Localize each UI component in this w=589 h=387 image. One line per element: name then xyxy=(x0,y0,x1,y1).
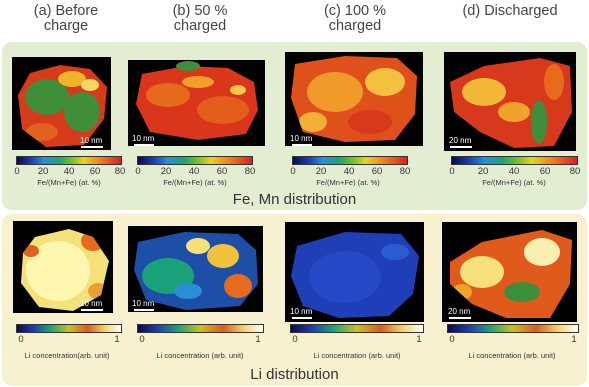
colorbar-tick: 60 xyxy=(89,166,101,177)
fe-mn-colorbar-ticks: 0 20 40 60 80 xyxy=(290,166,410,177)
column-header-line1: (c) 100 % xyxy=(323,3,387,19)
fe-mn-map-50-charged xyxy=(128,60,265,146)
li-colorbar xyxy=(447,324,579,333)
scale-bar-label: 20 nm xyxy=(449,136,472,145)
column-header-50-charged: (b) 50 % charged xyxy=(130,4,270,34)
scale-bar xyxy=(81,146,103,148)
scale-bar-label: 10 nm xyxy=(132,134,155,143)
column-header-discharged: (d) Discharged xyxy=(440,4,580,19)
fe-mn-colorbar-title: Fe/(Mn+Fe) (at. %) xyxy=(37,178,101,187)
scale-bar-label: 20 nm xyxy=(448,307,471,316)
fe-mn-map-100-charged xyxy=(285,52,423,146)
scale-bar xyxy=(292,144,312,146)
colorbar-tick: 0 xyxy=(290,166,296,177)
scale-bar xyxy=(134,144,154,146)
scale-bar-label: 10 nm xyxy=(80,299,103,308)
column-header-line1: (a) Before xyxy=(33,3,99,19)
li-colorbar-ticks: 0 1 xyxy=(291,334,423,345)
column-header-line2: charge xyxy=(43,18,89,34)
scale-bar-label: 10 nm xyxy=(132,299,155,308)
colorbar-tick: 40 xyxy=(188,166,200,177)
scale-bar-label: 10 nm xyxy=(290,134,313,143)
fe-mn-map-image xyxy=(18,65,107,147)
fe-mn-map-image xyxy=(291,56,417,142)
column-header-100-charged: (c) 100 % charged xyxy=(285,4,425,34)
fe-mn-colorbar-ticks: 0 20 40 60 80 xyxy=(14,166,125,177)
column-header-line2: charged xyxy=(173,18,227,34)
li-map-image xyxy=(450,230,572,318)
li-map-100-charged xyxy=(285,222,424,322)
colorbar-tick: 20 xyxy=(160,166,172,177)
li-colorbar-ticks: 0 1 xyxy=(17,334,121,345)
column-header-before-charge: (a) Before charge xyxy=(0,4,136,34)
fe-mn-colorbar-ticks: 0 20 40 60 80 xyxy=(135,166,255,177)
li-section-label: Li distribution xyxy=(250,366,339,383)
colorbar-tick: 60 xyxy=(216,166,228,177)
li-map-image xyxy=(291,232,419,318)
column-header-line1: (b) 50 % xyxy=(172,3,228,19)
fe-mn-colorbar-title: Fe/(Mn+Fe) (at. %) xyxy=(482,178,546,187)
scale-bar xyxy=(449,317,471,319)
li-colorbar xyxy=(16,324,122,333)
colorbar-tick: 80 xyxy=(399,166,411,177)
li-colorbar-title: Li concentration (arb. unit) xyxy=(468,351,556,360)
colorbar-tick: 0 xyxy=(14,166,20,177)
li-map-image xyxy=(134,232,258,310)
li-map-50-charged xyxy=(128,226,263,312)
fe-mn-section-label: Fe, Mn distribution xyxy=(232,191,357,208)
colorbar-tick: 0 xyxy=(139,334,145,345)
fe-mn-map-image xyxy=(136,61,258,140)
fe-mn-colorbar-title: Fe/(Mn+Fe) (at. %) xyxy=(163,178,227,187)
scale-bar xyxy=(450,146,472,148)
scale-bar xyxy=(81,309,103,311)
colorbar-tick: 1 xyxy=(114,334,120,345)
colorbar-tick: 20 xyxy=(37,166,49,177)
colorbar-tick: 40 xyxy=(508,166,520,177)
fe-mn-map-image xyxy=(450,58,572,148)
colorbar-tick: 40 xyxy=(63,166,75,177)
li-colorbar-title: Li concentration (arb. unit) xyxy=(313,351,401,360)
colorbar-tick: 60 xyxy=(539,166,551,177)
fe-mn-colorbar xyxy=(137,156,253,165)
colorbar-tick: 20 xyxy=(477,166,489,177)
scale-bar-label: 10 nm xyxy=(290,307,313,316)
colorbar-tick: 0 xyxy=(18,334,24,345)
colorbar-tick: 1 xyxy=(571,334,577,345)
colorbar-tick: 80 xyxy=(114,166,126,177)
li-map-before-charge xyxy=(13,221,113,313)
li-colorbar-title: Li concentration (arb. unit) xyxy=(156,351,244,360)
scale-bar-label: 10 nm xyxy=(80,136,103,145)
column-header-line1: (d) Discharged xyxy=(462,3,558,19)
colorbar-tick: 60 xyxy=(371,166,383,177)
colorbar-tick: 0 xyxy=(292,334,298,345)
colorbar-tick: 0 xyxy=(135,166,141,177)
li-colorbar-ticks: 0 1 xyxy=(448,334,578,345)
fe-mn-colorbar-title: Fe/(Mn+Fe) (at. %) xyxy=(316,178,380,187)
fe-mn-map-before-charge xyxy=(12,57,111,150)
li-map-image xyxy=(21,229,109,311)
colorbar-tick: 0 xyxy=(449,166,455,177)
colorbar-tick: 0 xyxy=(449,334,455,345)
li-colorbar-title: Li concentration(arb. unit) xyxy=(24,351,110,360)
li-colorbar-ticks: 0 1 xyxy=(138,334,263,345)
li-colorbar xyxy=(290,324,424,333)
colorbar-tick: 40 xyxy=(343,166,355,177)
li-map-discharged xyxy=(442,222,577,322)
scale-bar xyxy=(292,317,312,319)
colorbar-tick: 80 xyxy=(244,166,256,177)
colorbar-tick: 20 xyxy=(315,166,327,177)
colorbar-tick: 1 xyxy=(255,334,261,345)
li-colorbar xyxy=(137,324,264,333)
fe-mn-map-discharged xyxy=(444,52,576,151)
colorbar-tick: 80 xyxy=(569,166,581,177)
fe-mn-colorbar xyxy=(292,156,408,165)
scale-bar xyxy=(134,309,154,311)
colorbar-tick: 1 xyxy=(416,334,422,345)
column-header-line2: charged xyxy=(328,18,382,34)
fe-mn-colorbar xyxy=(451,156,578,165)
fe-mn-colorbar xyxy=(16,156,122,165)
fe-mn-colorbar-ticks: 0 20 40 60 80 xyxy=(449,166,580,177)
